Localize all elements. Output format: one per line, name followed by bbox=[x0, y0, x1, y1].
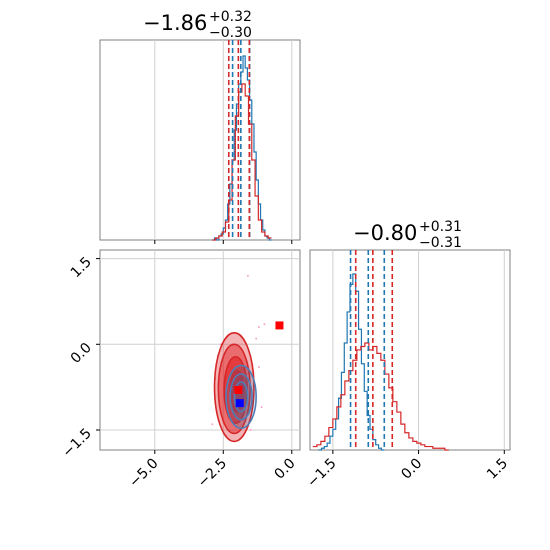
panel-title-upper: +0.32 bbox=[209, 9, 252, 25]
x-tick-label: −5.0 bbox=[126, 456, 161, 491]
scatter-point bbox=[260, 406, 263, 409]
scatter-point bbox=[257, 326, 260, 329]
y-axis-ticks: 1.5 0.0 −1.5 bbox=[59, 254, 100, 461]
scatter-point bbox=[249, 429, 252, 431]
truth-marker bbox=[275, 321, 284, 330]
scatter-point bbox=[255, 337, 258, 340]
scatter-point bbox=[211, 423, 214, 426]
y-tick-label: 0.0 bbox=[68, 340, 95, 367]
panel-frame bbox=[99, 249, 301, 451]
grid bbox=[100, 250, 300, 450]
panel-frame bbox=[309, 249, 511, 451]
x-tick-label: −1.5 bbox=[304, 456, 339, 491]
scatter-point bbox=[257, 366, 260, 369]
y-tick-label: −1.5 bbox=[59, 426, 94, 461]
panel-title-median: −0.80 bbox=[353, 221, 417, 245]
panel-title-lower: −0.31 bbox=[419, 235, 462, 251]
panel-title-median: −1.86 bbox=[143, 11, 207, 35]
x-axis-ticks: −5.0 −2.5 0.0 bbox=[126, 450, 299, 491]
panel-title-upper: +0.31 bbox=[419, 219, 462, 235]
quantile-lines bbox=[227, 40, 251, 240]
x-tick-label: 0.0 bbox=[272, 456, 299, 483]
histogram-step bbox=[318, 273, 385, 451]
x-axis-ticks: −1.5 0.0 1.5 bbox=[304, 450, 511, 491]
quantile-lines bbox=[349, 250, 394, 450]
blue-contour-level bbox=[229, 373, 253, 421]
panel-frame bbox=[99, 39, 301, 241]
marginal-histogram-param-2: −0.80 +0.31 −0.31 −1.5 0.0 1.5 bbox=[304, 219, 511, 491]
truth-marker bbox=[234, 386, 243, 394]
grid bbox=[332, 250, 505, 450]
scatter-point bbox=[246, 274, 249, 277]
histogram-step bbox=[312, 342, 449, 451]
panel-title-lower: −0.30 bbox=[209, 25, 252, 41]
histogram-series bbox=[212, 55, 272, 241]
truth-marker bbox=[235, 399, 244, 408]
histogram-step bbox=[212, 83, 272, 241]
x-tick-label: −2.5 bbox=[195, 456, 230, 491]
marginal-histogram-param-1: −1.86 +0.32 −0.30 bbox=[99, 9, 301, 244]
grid bbox=[154, 40, 293, 244]
x-tick-label: 0.0 bbox=[398, 456, 425, 483]
contour-levels bbox=[211, 274, 266, 443]
y-tick-label: 1.5 bbox=[68, 254, 95, 281]
x-tick-label: 1.5 bbox=[484, 456, 511, 483]
scatter-point bbox=[263, 323, 266, 326]
truth-markers bbox=[234, 321, 284, 408]
joint-contour-panel: −5.0 −2.5 0.0 1.5 0.0 −1.5 bbox=[59, 249, 301, 491]
